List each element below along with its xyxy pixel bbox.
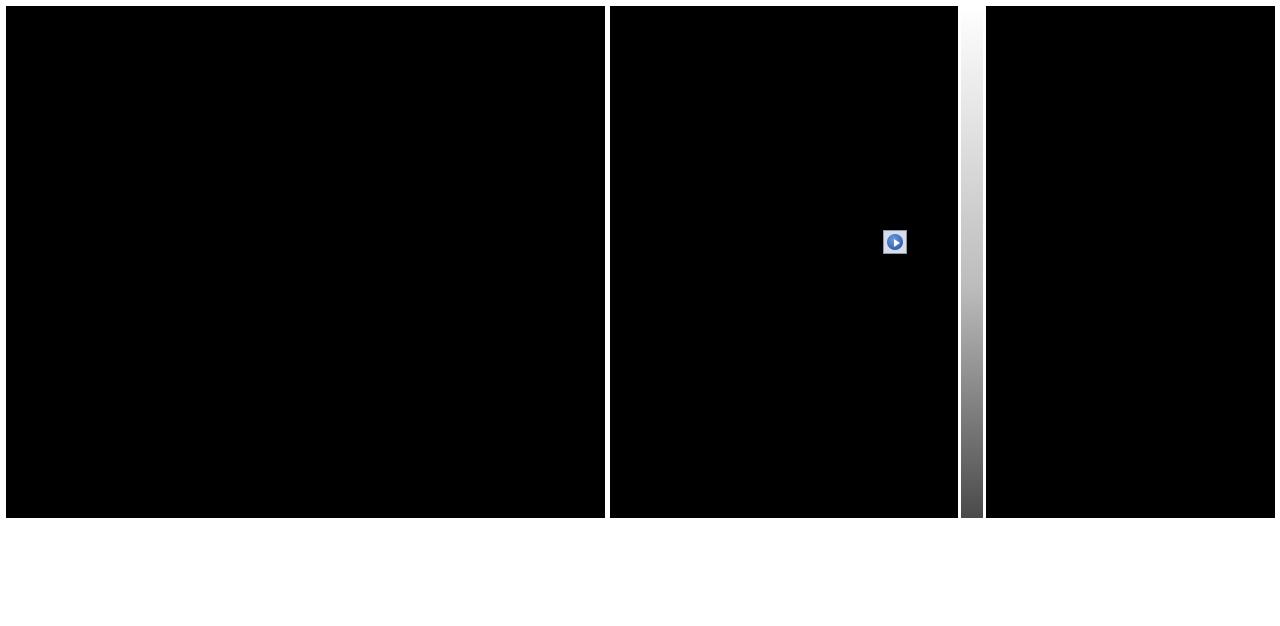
panel-b-view1	[610, 6, 958, 518]
play-triangle	[894, 239, 900, 247]
grayscale-bar	[961, 6, 983, 518]
panel-b-view2	[986, 6, 1275, 518]
play-button[interactable]	[883, 230, 907, 254]
panel-a-frame-grid	[6, 6, 605, 518]
